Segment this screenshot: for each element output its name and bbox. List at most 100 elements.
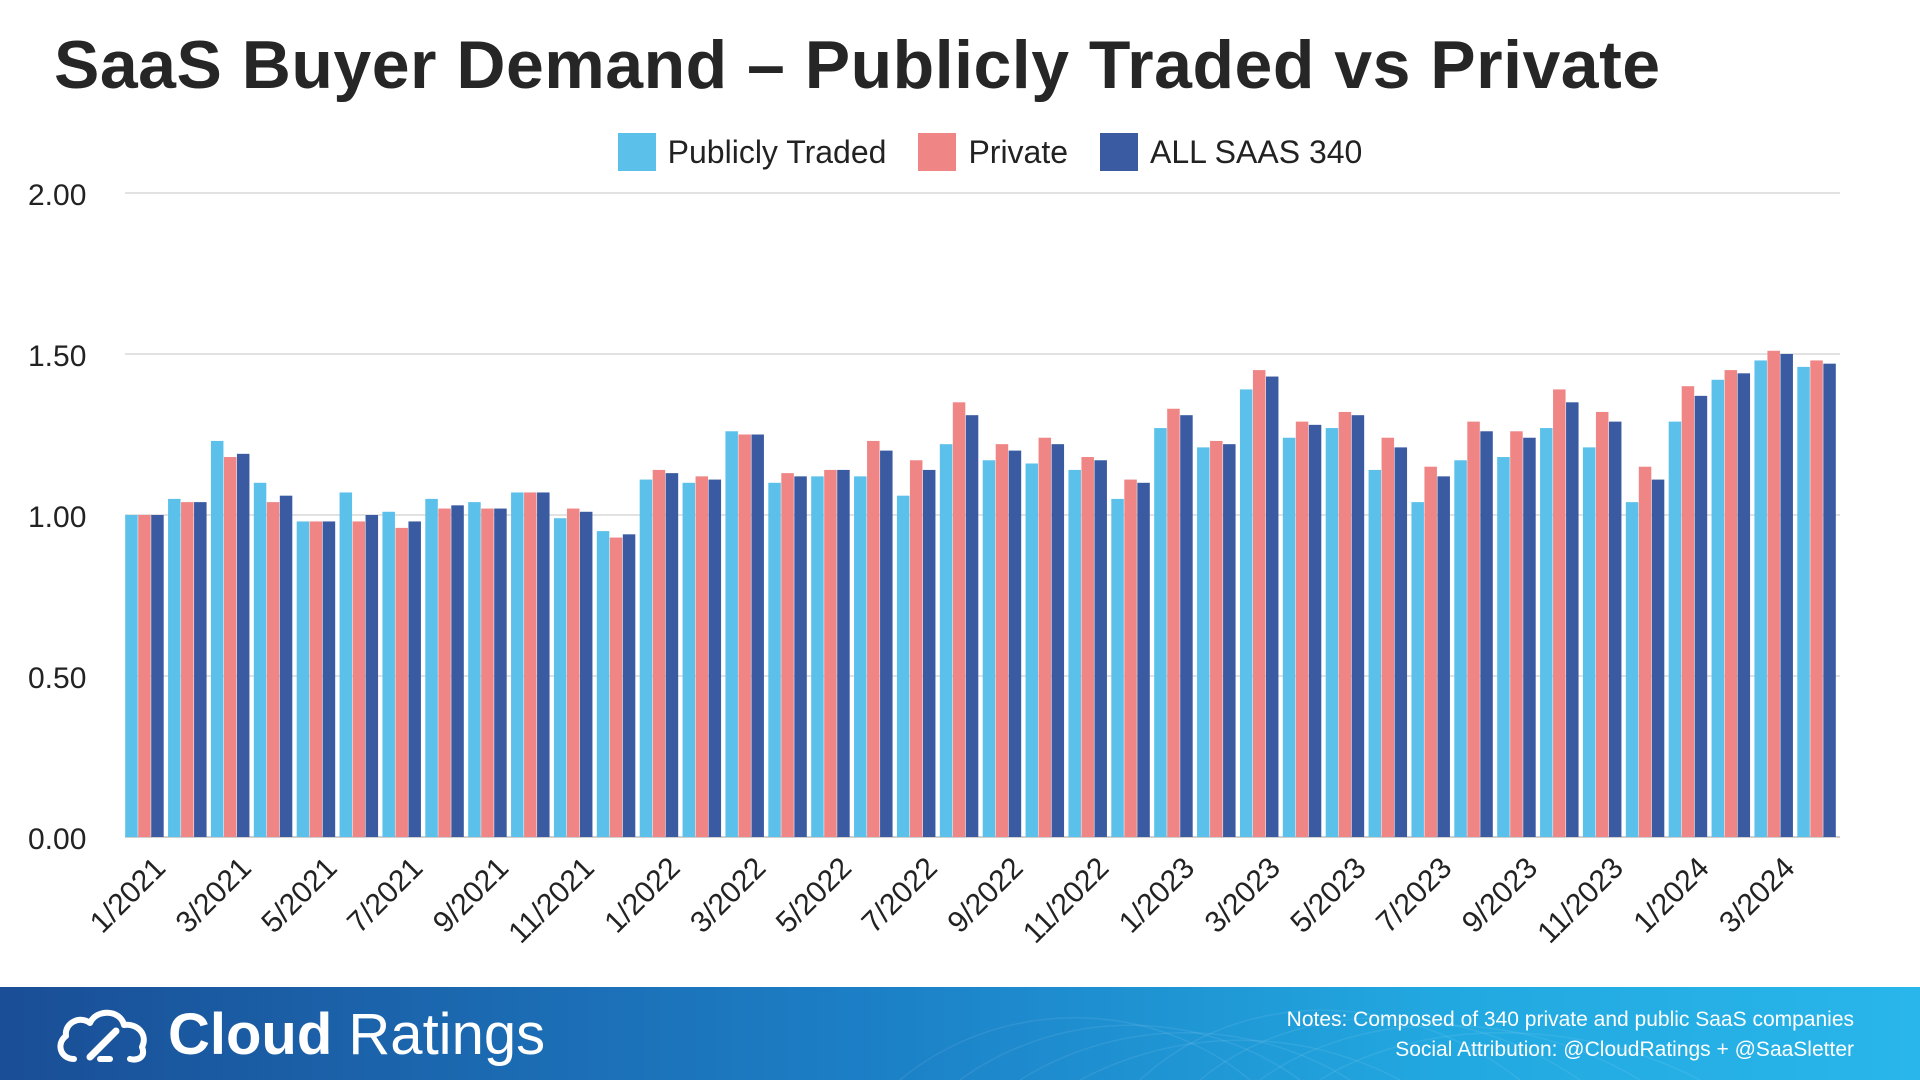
y-tick-label: 1.00 bbox=[28, 501, 86, 534]
bar-publicly-traded bbox=[682, 482, 696, 837]
bar-publicly-traded bbox=[1540, 428, 1553, 837]
legend-item-public: Publicly Traded bbox=[617, 133, 887, 171]
bar-private bbox=[138, 515, 151, 837]
bar-all-saas-340 bbox=[1137, 482, 1150, 837]
bar-all-saas-340 bbox=[1308, 424, 1322, 837]
bar-publicly-traded bbox=[1068, 469, 1081, 837]
bar-private bbox=[995, 444, 1009, 837]
bar-all-saas-340 bbox=[794, 476, 807, 837]
bar-private bbox=[1724, 370, 1738, 837]
bar-all-saas-340 bbox=[1523, 437, 1536, 837]
bar-private bbox=[1638, 466, 1652, 837]
bar-all-saas-340 bbox=[1265, 376, 1279, 837]
x-tick-label: 11/2023 bbox=[1531, 851, 1629, 949]
bar-all-saas-340 bbox=[579, 511, 593, 837]
bar-publicly-traded bbox=[1154, 428, 1167, 837]
bar-private bbox=[1124, 479, 1137, 837]
bar-publicly-traded bbox=[553, 518, 567, 837]
bar-publicly-traded bbox=[1197, 447, 1210, 837]
legend-swatch-all bbox=[1100, 133, 1139, 171]
brand-logo: Cloud Ratings bbox=[54, 1001, 545, 1068]
bar-publicly-traded bbox=[1582, 447, 1596, 837]
footer-banner: Cloud Ratings Notes: Composed of 340 pri… bbox=[0, 987, 1920, 1080]
bar-publicly-traded bbox=[982, 460, 996, 837]
bar-private bbox=[1210, 440, 1223, 837]
bar-private bbox=[1381, 437, 1395, 837]
bar-all-saas-340 bbox=[408, 521, 421, 837]
y-tick-label: 1.50 bbox=[28, 340, 86, 373]
brand-name-bold: Cloud bbox=[168, 1002, 333, 1067]
bar-private bbox=[1467, 421, 1480, 837]
bar-publicly-traded bbox=[1754, 360, 1767, 837]
bar-publicly-traded bbox=[1325, 428, 1339, 837]
bar-publicly-traded bbox=[1797, 366, 1810, 837]
x-tick-label: 3/2023 bbox=[1199, 851, 1287, 939]
bar-private bbox=[867, 440, 880, 837]
x-tick-label: 3/2022 bbox=[684, 851, 772, 939]
bar-all-saas-340 bbox=[1394, 447, 1408, 837]
cloud-gauge-icon bbox=[57, 1009, 147, 1062]
chart-title: SaaS Buyer Demand – Publicly Traded vs P… bbox=[54, 27, 1661, 103]
bar-publicly-traded bbox=[1282, 437, 1296, 837]
bar-all-saas-340 bbox=[1051, 444, 1065, 837]
bar-all-saas-340 bbox=[1823, 363, 1836, 837]
bar-private bbox=[781, 473, 794, 837]
bar-all-saas-340 bbox=[365, 515, 379, 837]
x-tick-label: 1/2023 bbox=[1113, 851, 1201, 939]
bar-publicly-traded bbox=[339, 492, 353, 837]
bar-publicly-traded bbox=[296, 521, 310, 837]
bar-publicly-traded bbox=[854, 476, 867, 837]
bar-private bbox=[1081, 457, 1094, 837]
notes-line-composition: Notes: Composed of 340 private and publi… bbox=[1286, 1008, 1854, 1031]
bar-all-saas-340 bbox=[1480, 431, 1493, 837]
x-tick-label: 1/2022 bbox=[598, 851, 686, 939]
legend-label-public: Publicly Traded bbox=[667, 133, 887, 170]
bar-publicly-traded bbox=[168, 498, 181, 837]
bar-publicly-traded bbox=[768, 482, 781, 837]
legend-swatch-private bbox=[918, 133, 957, 171]
x-tick-label: 3/2024 bbox=[1713, 851, 1801, 939]
bar-private bbox=[566, 508, 580, 837]
bar-publicly-traded bbox=[725, 431, 738, 837]
bar-all-saas-340 bbox=[236, 453, 250, 837]
bar-publicly-traded bbox=[1111, 498, 1124, 837]
bar-publicly-traded bbox=[425, 498, 438, 837]
bar-all-saas-340 bbox=[1180, 415, 1193, 837]
bar-all-saas-340 bbox=[151, 515, 164, 837]
bar-private bbox=[1038, 437, 1052, 837]
bar-private bbox=[695, 476, 709, 837]
bar-all-saas-340 bbox=[751, 434, 764, 837]
bar-publicly-traded bbox=[1711, 379, 1725, 837]
x-tick-label: 7/2022 bbox=[856, 851, 944, 939]
bar-private bbox=[824, 469, 837, 837]
bar-private bbox=[481, 508, 494, 837]
bar-private bbox=[1510, 431, 1523, 837]
bar-publicly-traded bbox=[896, 495, 910, 837]
x-tick-label: 1/2021 bbox=[84, 851, 172, 939]
bar-all-saas-340 bbox=[708, 479, 722, 837]
bar-private bbox=[1338, 411, 1352, 837]
bar-private bbox=[609, 537, 623, 837]
bar-all-saas-340 bbox=[1566, 402, 1579, 837]
bar-publicly-traded bbox=[382, 511, 395, 837]
bar-all-saas-340 bbox=[1694, 395, 1708, 837]
bar-private bbox=[1595, 411, 1609, 837]
bar-publicly-traded bbox=[1025, 463, 1039, 837]
bar-all-saas-340 bbox=[665, 473, 679, 837]
bar-publicly-traded bbox=[1497, 457, 1510, 837]
bar-private bbox=[181, 502, 194, 837]
legend-swatch-public bbox=[617, 133, 656, 171]
bar-all-saas-340 bbox=[1651, 479, 1665, 837]
bar-publicly-traded bbox=[939, 444, 953, 837]
bar-private bbox=[652, 469, 666, 837]
bar-private bbox=[1167, 408, 1180, 837]
x-tick-label: 5/2021 bbox=[255, 851, 343, 939]
notes-line-attribution: Social Attribution: @CloudRatings + @Saa… bbox=[1395, 1038, 1854, 1061]
bar-all-saas-340 bbox=[1737, 373, 1751, 837]
bar-publicly-traded bbox=[125, 515, 138, 837]
bar-all-saas-340 bbox=[1608, 421, 1622, 837]
footer-wave-pattern bbox=[899, 1009, 1701, 1080]
y-tick-label: 0.00 bbox=[28, 823, 86, 856]
bar-private bbox=[266, 502, 280, 837]
legend-label-all: ALL SAAS 340 bbox=[1150, 133, 1363, 170]
